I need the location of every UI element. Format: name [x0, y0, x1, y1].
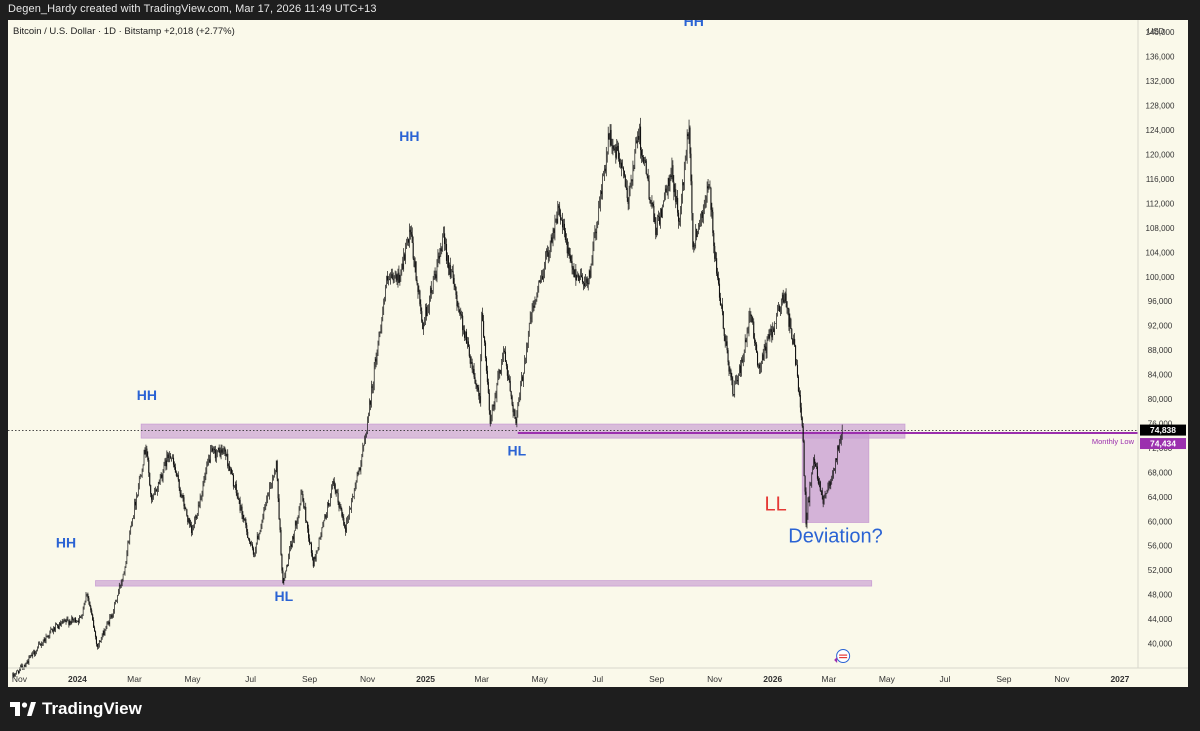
- x-tick-label: Jul: [592, 674, 603, 684]
- x-tick-label: Nov: [12, 674, 28, 684]
- y-tick-label: 136,000: [1146, 53, 1175, 62]
- hh-label-3: HH: [399, 128, 419, 144]
- y-tick-label: 64,000: [1148, 493, 1173, 502]
- support-zone-lower: [95, 580, 873, 587]
- y-tick-label: 104,000: [1146, 248, 1175, 257]
- x-tick-label: Sep: [302, 674, 317, 684]
- hh-label-2: HH: [137, 387, 157, 403]
- x-tick-label: Sep: [996, 674, 1011, 684]
- x-tick-label: Jul: [939, 674, 950, 684]
- tradingview-brand[interactable]: TradingView: [10, 699, 142, 719]
- x-tick-label: 2025: [416, 674, 435, 684]
- currency-label: USD: [1148, 27, 1165, 36]
- monthly-low-badge-bg: [1140, 438, 1186, 450]
- last-price-badge-bg: [1140, 424, 1186, 436]
- hl-label-2: HL: [508, 442, 527, 458]
- y-tick-label: 96,000: [1148, 297, 1173, 306]
- chart-caption: Degen_Hardy created with TradingView.com…: [8, 3, 377, 15]
- us-event-icon-stripe: [839, 654, 848, 656]
- monthly-low-label: Monthly Low: [1092, 437, 1135, 446]
- y-tick-label: 52,000: [1148, 566, 1173, 575]
- axes-layer: USD 40,000 44,000 48,000 52,000 56,000 60,000 6…: [8, 20, 1188, 684]
- x-tick-label: Nov: [360, 674, 376, 684]
- x-tick-label: 2024: [68, 674, 87, 684]
- y-tick-label: 140,000: [1146, 28, 1175, 37]
- x-tick-label: 2026: [763, 674, 782, 684]
- us-event-icon-arrow: [834, 657, 838, 663]
- x-tick-label: 2027: [1110, 674, 1129, 684]
- hh-label-4: HH: [684, 20, 704, 29]
- y-tick-label: 112,000: [1146, 199, 1175, 208]
- y-tick-label: 68,000: [1148, 468, 1173, 477]
- us-event-icon-stripe: [839, 657, 848, 659]
- x-tick-label: Nov: [1054, 674, 1070, 684]
- y-tick-label: 92,000: [1148, 322, 1173, 331]
- symbol-legend: Bitcoin / U.S. Dollar · 1D · Bitstamp +2…: [13, 26, 235, 37]
- deviation-box: [801, 434, 870, 523]
- y-tick-label: 116,000: [1146, 175, 1175, 184]
- y-tick-label: 80,000: [1148, 395, 1173, 404]
- y-tick-label: 128,000: [1146, 102, 1175, 111]
- x-tick-label: Nov: [707, 674, 723, 684]
- hh-label-1: HH: [56, 535, 76, 551]
- resistance-zone-upper: [140, 423, 906, 439]
- x-tick-label: May: [184, 674, 201, 684]
- brand-name: TradingView: [42, 699, 142, 718]
- x-tick-label: Sep: [649, 674, 664, 684]
- deviation-label: Deviation?: [788, 526, 883, 548]
- last-price-badge: 74,838: [1150, 425, 1176, 435]
- y-tick-label: 124,000: [1146, 126, 1175, 135]
- y-tick-label: 108,000: [1146, 224, 1175, 233]
- x-tick-label: Mar: [474, 674, 489, 684]
- y-tick-label: 48,000: [1148, 591, 1173, 600]
- us-event-icon: [834, 649, 851, 663]
- x-tick-label: Jul: [245, 674, 256, 684]
- y-tick-label: 120,000: [1146, 150, 1175, 159]
- x-tick-label: May: [879, 674, 896, 684]
- x-tick-label: May: [532, 674, 549, 684]
- x-tick-label: Mar: [822, 674, 837, 684]
- y-tick-label: 44,000: [1148, 615, 1173, 624]
- y-tick-label: 56,000: [1148, 542, 1173, 551]
- y-tick-label: 76,000: [1148, 419, 1173, 428]
- x-tick-label: Mar: [127, 674, 142, 684]
- candles-layer: [12, 117, 843, 679]
- ll-label: LL: [764, 493, 786, 515]
- zones-layer: [95, 423, 906, 587]
- lines-layer: Monthly Low: [8, 430, 1138, 446]
- hl-label-1: HL: [275, 588, 294, 604]
- y-tick-label: 60,000: [1148, 517, 1173, 526]
- chart-panel[interactable]: Monthly Low HH HH HL HH HL HH LL Deviation? USD…: [8, 20, 1188, 687]
- y-tick-label: 132,000: [1146, 77, 1175, 86]
- monthly-low-badge: 74,434: [1150, 439, 1176, 449]
- y-tick-label: 40,000: [1148, 640, 1173, 649]
- y-tick-label: 88,000: [1148, 346, 1173, 355]
- y-tick-label: 84,000: [1148, 371, 1173, 380]
- tradingview-logo-icon: [10, 702, 36, 716]
- us-event-icon-circle: [836, 649, 851, 663]
- y-tick-label: 100,000: [1146, 273, 1175, 282]
